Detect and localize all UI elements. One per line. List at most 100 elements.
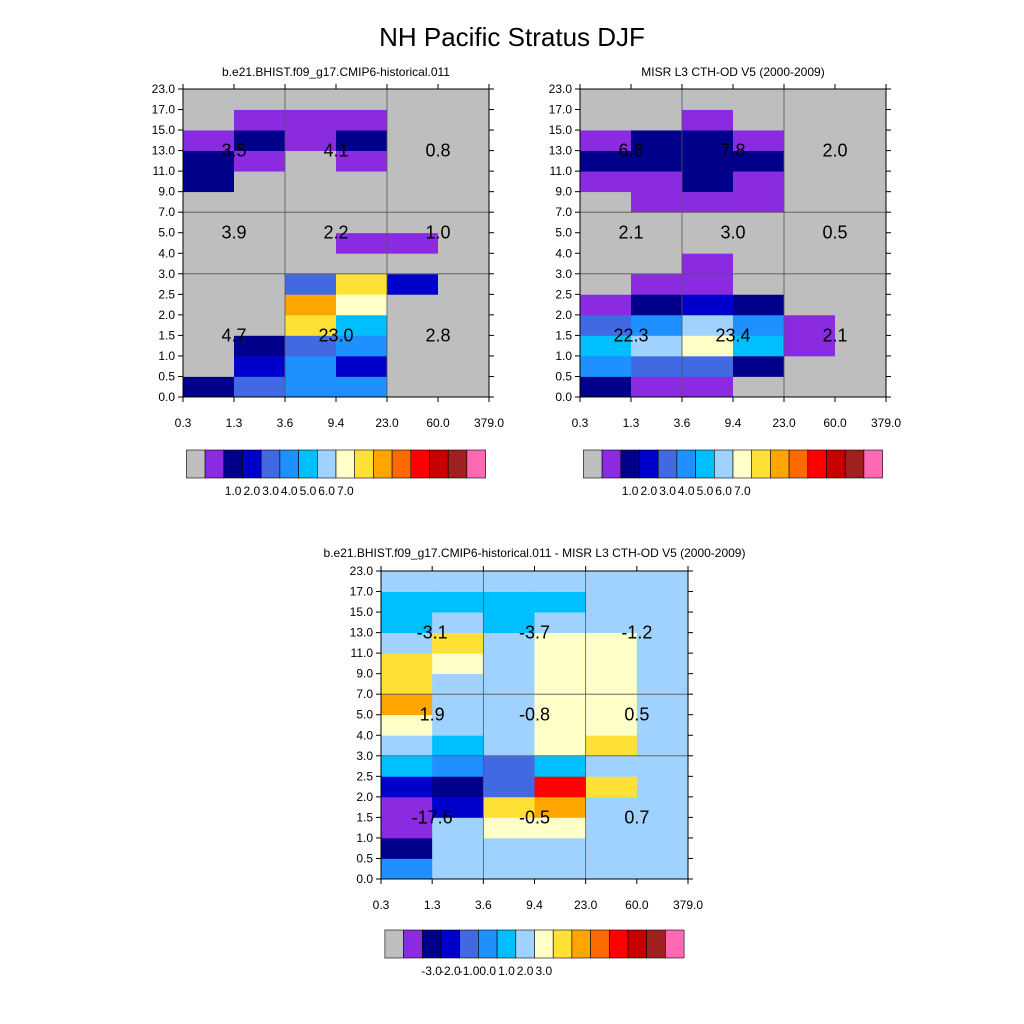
heatmap-cell	[733, 109, 785, 131]
heatmap-cell	[438, 130, 490, 151]
colorbar-swatch	[571, 929, 591, 959]
heatmap-cell	[234, 355, 286, 377]
colorbar-swatch	[627, 929, 648, 959]
heatmap-cell	[835, 376, 887, 398]
panel-title: b.e21.BHIST.f09_g17.CMIP6-historical.011	[222, 65, 450, 79]
heatmap-cell	[636, 694, 689, 716]
heatmap-cell	[432, 837, 484, 859]
colorbar-swatch	[384, 929, 404, 959]
heatmap-cell	[534, 632, 587, 654]
heatmap-cell	[636, 776, 689, 798]
heatmap-cell	[234, 150, 286, 172]
y-tick-label: 5.0	[555, 226, 572, 240]
colorbar-swatch	[732, 449, 753, 479]
heatmap-cell	[483, 735, 535, 757]
colorbar-label: 1.0	[225, 484, 242, 498]
heatmap-cell	[585, 837, 638, 859]
heatmap-cell	[285, 273, 337, 295]
y-tick-label: 2.5	[356, 769, 373, 783]
heatmap-cell	[387, 89, 439, 110]
colorbar-swatch	[665, 929, 685, 959]
heatmap-cell	[631, 130, 683, 151]
heatmap-cell	[585, 776, 638, 798]
data-label: -3.1	[417, 623, 448, 643]
heatmap-cell	[580, 212, 632, 234]
colorbar-swatch	[515, 929, 535, 959]
heatmap-cell	[432, 735, 484, 757]
heatmap-cell	[183, 314, 235, 336]
heatmap-cell	[234, 191, 286, 213]
colorbar-swatch	[316, 449, 337, 479]
heatmap-cell	[631, 376, 683, 398]
colorbar-swatch	[466, 449, 486, 479]
colorbar-swatch	[186, 449, 206, 479]
colorbar-label: 7.0	[734, 484, 751, 498]
heatmap-cell	[336, 109, 388, 131]
heatmap-cell	[835, 171, 887, 193]
heatmap-cell	[733, 355, 785, 377]
heatmap-cell	[682, 109, 734, 131]
y-tick-label: 5.0	[356, 708, 373, 722]
heatmap-cell	[835, 212, 887, 234]
heatmap-cell	[534, 755, 587, 777]
heatmap-cell	[682, 89, 734, 110]
heatmap-cell	[636, 714, 689, 736]
y-tick-label: 11.0	[153, 164, 176, 178]
heatmap-cell	[234, 130, 286, 151]
heatmap-cell	[580, 191, 632, 213]
heatmap-cell	[432, 755, 484, 777]
y-tick-label: 23.0	[549, 82, 573, 96]
heatmap-cell	[387, 232, 439, 254]
colorbar-swatch	[223, 449, 243, 479]
colorbar-label: 3.0	[659, 484, 676, 498]
colorbar-swatch	[354, 449, 374, 479]
heatmap-cell	[636, 632, 689, 654]
heatmap-cell	[483, 694, 535, 716]
heatmap-cell	[631, 191, 683, 213]
y-tick-label: 17.0	[350, 585, 374, 599]
heatmap-cell	[285, 109, 337, 131]
heatmap-cell	[336, 212, 388, 234]
heatmap-cell	[682, 314, 734, 336]
colorbar-swatch	[770, 449, 790, 479]
x-tick-label: 60.0	[426, 416, 450, 430]
heatmap-cell	[285, 150, 337, 172]
heatmap-cell	[733, 191, 785, 213]
heatmap-cell	[387, 376, 439, 398]
x-tick-label: 1.3	[424, 898, 441, 912]
heatmap-cell	[585, 858, 638, 880]
heatmap-cell	[183, 171, 235, 193]
heatmap-cell	[285, 89, 337, 110]
heatmap-cell	[835, 253, 887, 275]
colorbar-swatch	[459, 929, 479, 959]
colorbar-swatch	[844, 449, 865, 479]
heatmap-cell	[438, 314, 490, 336]
x-tick-label: 0.3	[175, 416, 192, 430]
colorbar-swatch	[429, 449, 449, 479]
heatmap-cell	[784, 232, 836, 254]
data-label: -0.5	[519, 807, 550, 827]
data-label: 3.5	[221, 141, 246, 161]
heatmap-cell	[631, 314, 683, 336]
x-tick-label: 3.6	[277, 416, 294, 430]
data-label: 1.9	[420, 705, 445, 725]
heatmap-cell	[733, 273, 785, 295]
heatmap-cell	[733, 150, 785, 172]
colorbar-swatch	[298, 449, 318, 479]
y-tick-label: 23.0	[152, 82, 176, 96]
y-tick-label: 3.0	[555, 267, 572, 281]
heatmap-cell	[835, 355, 887, 377]
heatmap-cell	[580, 171, 632, 193]
heatmap-panel-2: MISR L3 CTH-OD V5 (2000-2009) 0.0 0.5 1.0 1.…	[549, 65, 902, 498]
heatmap-cell	[631, 150, 683, 172]
colorbar-label: 5.0	[697, 484, 714, 498]
data-label: 2.1	[822, 325, 847, 345]
x-tick-label: 1.3	[226, 416, 243, 430]
heatmap-cell	[381, 817, 433, 839]
heatmap-cell	[387, 314, 439, 336]
heatmap-cell	[387, 294, 439, 316]
heatmap-cell	[432, 612, 484, 633]
heatmap-cell	[784, 171, 836, 193]
y-tick-label: 7.0	[555, 205, 572, 219]
heatmap-cell	[285, 191, 337, 213]
